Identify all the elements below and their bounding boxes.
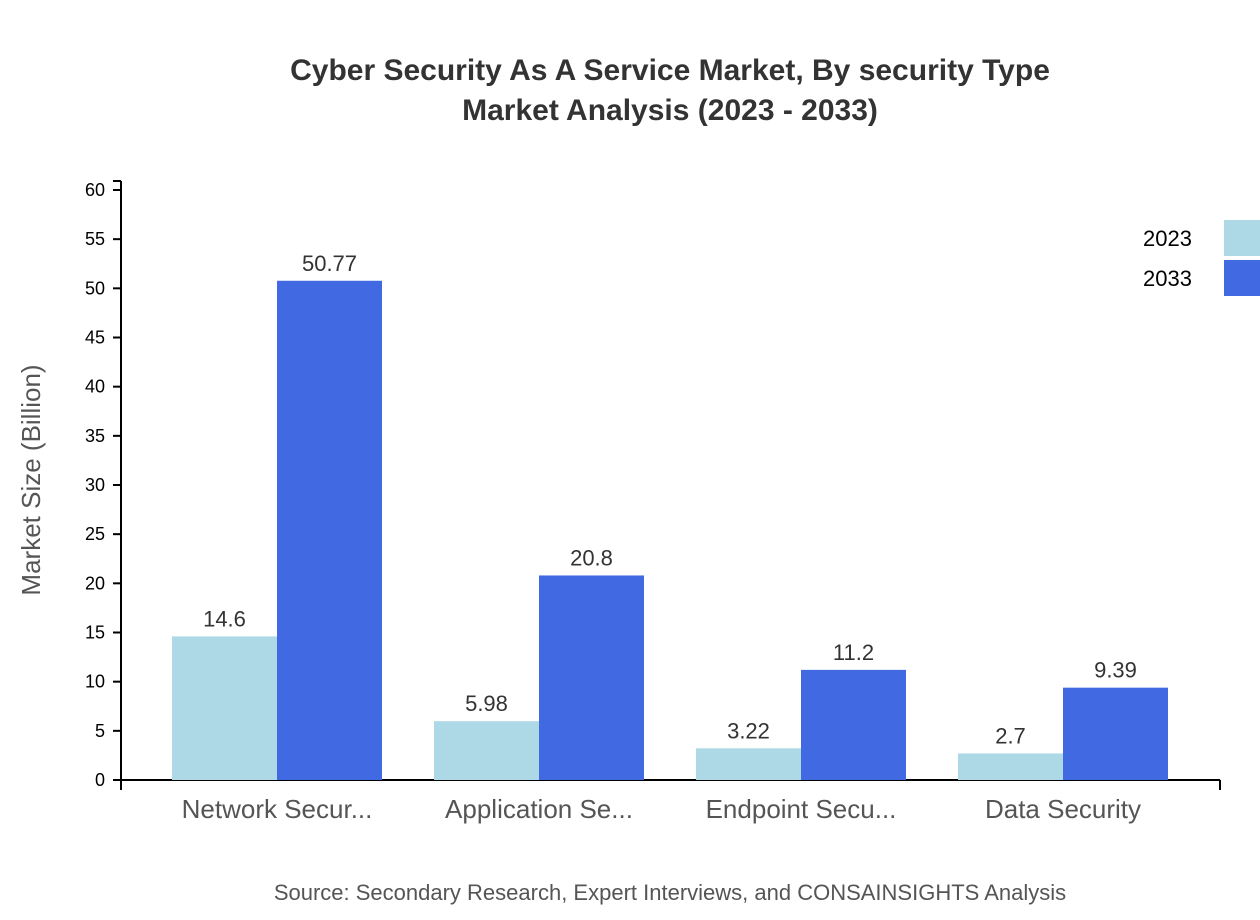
data-label: 14.6 — [203, 606, 246, 631]
data-label: 9.39 — [1094, 658, 1137, 683]
bar-2023 — [958, 753, 1063, 780]
y-tick-label: 50 — [85, 278, 105, 298]
bar-2033 — [1063, 687, 1168, 780]
data-label: 2.7 — [995, 723, 1026, 748]
legend-label: 2033 — [1143, 266, 1192, 291]
legend-label: 2023 — [1143, 226, 1192, 251]
legend-swatch — [1224, 220, 1260, 256]
y-tick-label: 15 — [85, 623, 105, 643]
bar-2033 — [801, 669, 906, 780]
bar-2023 — [172, 636, 277, 780]
y-tick-label: 55 — [85, 229, 105, 249]
data-label: 50.77 — [302, 251, 357, 276]
legend-swatch — [1224, 260, 1260, 296]
y-tick-label: 5 — [95, 721, 105, 741]
bar-2023 — [434, 721, 539, 780]
x-tick-label: Network Secur... — [182, 794, 373, 824]
chart-subtitle: Market Analysis (2023 - 2033) — [462, 94, 878, 127]
x-axis: Network Secur... Application Se... Endpoin… — [120, 779, 1221, 824]
x-tick-label: Endpoint Secu... — [706, 794, 897, 824]
y-tick-label: 35 — [85, 426, 105, 446]
y-tick-label: 25 — [85, 524, 105, 544]
y-tick-label: 30 — [85, 475, 105, 495]
bar-2033 — [539, 575, 644, 780]
legend: 2023 2033 — [1143, 220, 1260, 296]
y-tick-label: 10 — [85, 672, 105, 692]
data-label: 3.22 — [727, 718, 770, 743]
y-tick-label: 45 — [85, 328, 105, 348]
chart-title: Cyber Security As A Service Market, By s… — [290, 54, 1050, 87]
data-label: 20.8 — [570, 545, 613, 570]
data-label: 11.2 — [833, 640, 874, 665]
bar-2033 — [277, 280, 382, 780]
y-tick-label: 0 — [95, 770, 105, 790]
y-tick-label: 40 — [85, 377, 105, 397]
data-label: 5.98 — [465, 691, 508, 716]
source-note: Source: Secondary Research, Expert Inter… — [274, 880, 1066, 905]
x-tick-label: Application Se... — [445, 794, 633, 824]
y-tick-label: 60 — [85, 180, 105, 200]
y-axis-label: Market Size (Billion) — [16, 364, 46, 595]
bars: 14.6 50.77 5.98 20.8 3.22 11.2 2.7 9.39 — [172, 251, 1168, 780]
y-tick-label: 20 — [85, 573, 105, 593]
x-tick-label: Data Security — [985, 794, 1141, 824]
y-axis: 0 5 10 15 20 25 30 35 40 45 50 55 60 — [85, 180, 122, 790]
bar-2023 — [696, 748, 801, 780]
